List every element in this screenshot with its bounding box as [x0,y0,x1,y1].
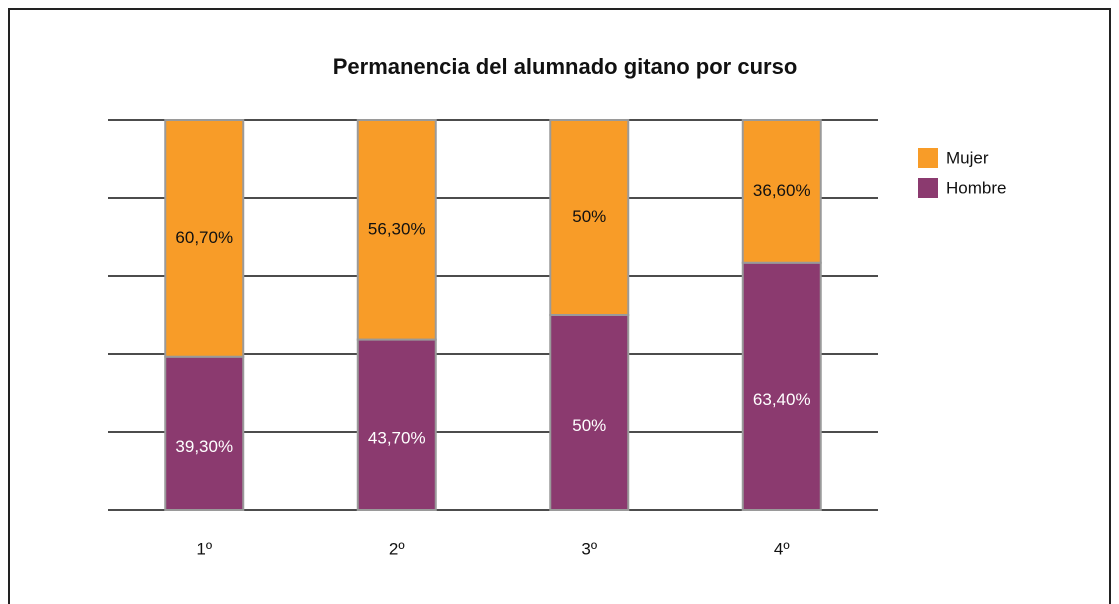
x-tick-label: 1º [196,539,212,558]
bar-segment [356,338,437,511]
legend-swatch [918,178,938,198]
bar-segment [164,119,245,358]
data-label: 63,40% [753,390,811,409]
data-label: 36,60% [753,181,811,200]
data-label: 50% [572,416,606,435]
x-tick-label: 4º [774,539,790,558]
bar-segment [356,119,437,341]
data-label: 39,30% [175,437,233,456]
legend-label: Mujer [946,148,989,167]
x-tick-label: 2º [389,539,405,558]
bar-segment [741,261,822,511]
chart-title: Permanencia del alumnado gitano por curs… [333,54,798,79]
data-label: 60,70% [175,228,233,247]
legend-label: Hombre [946,178,1006,197]
frame [8,8,1111,604]
legend-swatch [918,148,938,168]
bar-segment [549,119,630,316]
data-label: 50% [572,207,606,226]
bar-segment [549,314,630,511]
x-tick-label: 3º [581,539,597,558]
bar-segment [164,355,245,512]
bar-segment [741,119,822,264]
data-label: 56,30% [368,219,426,238]
data-label: 43,70% [368,428,426,447]
